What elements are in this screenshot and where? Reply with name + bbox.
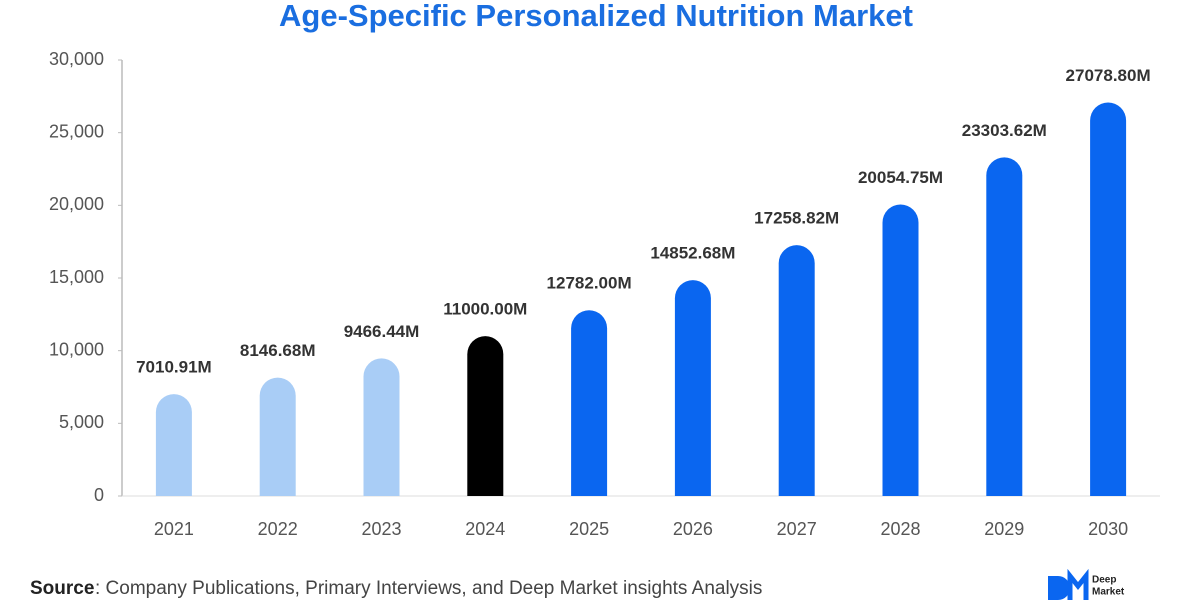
bar bbox=[882, 204, 919, 496]
bar bbox=[155, 394, 192, 496]
logo: Deep Market bbox=[1048, 568, 1125, 600]
data-label: 20054.75M bbox=[858, 168, 943, 187]
data-label: 9466.44M bbox=[344, 322, 420, 341]
source-label: Source bbox=[30, 578, 94, 599]
y-tick-label: 30,000 bbox=[49, 49, 104, 69]
bar bbox=[571, 310, 608, 496]
x-tick-label: 2022 bbox=[258, 519, 298, 539]
x-tick-label: 2029 bbox=[984, 519, 1024, 539]
data-label: 17258.82M bbox=[754, 209, 839, 228]
data-label: 23303.62M bbox=[962, 121, 1047, 140]
data-label: 27078.80M bbox=[1066, 66, 1151, 85]
data-label: 8146.68M bbox=[240, 341, 316, 360]
bar bbox=[674, 280, 711, 496]
x-tick-label: 2021 bbox=[154, 519, 194, 539]
x-tick-label: 2028 bbox=[880, 519, 920, 539]
bar bbox=[778, 245, 815, 496]
logo-text: Market bbox=[1092, 587, 1125, 598]
y-tick-label: 15,000 bbox=[49, 267, 104, 287]
x-tick-label: 2024 bbox=[465, 519, 505, 539]
bar bbox=[986, 157, 1023, 496]
data-label: 7010.91M bbox=[136, 358, 212, 377]
y-tick-label: 20,000 bbox=[49, 194, 104, 214]
data-label: 12782.00M bbox=[547, 274, 632, 293]
x-tick-label: 2030 bbox=[1088, 519, 1128, 539]
bar bbox=[467, 336, 504, 496]
logo-text: Deep bbox=[1092, 575, 1116, 586]
x-tick-label: 2023 bbox=[361, 519, 401, 539]
y-tick-label: 5,000 bbox=[59, 412, 104, 432]
y-tick-label: 0 bbox=[94, 485, 104, 505]
bar bbox=[1090, 102, 1127, 496]
logo-mark bbox=[1048, 576, 1070, 600]
x-tick-label: 2026 bbox=[673, 519, 713, 539]
bar bbox=[259, 377, 296, 496]
chart-title: Age-Specific Personalized Nutrition Mark… bbox=[279, 0, 913, 33]
y-tick-label: 25,000 bbox=[49, 121, 104, 141]
x-tick-label: 2027 bbox=[777, 519, 817, 539]
y-tick-label: 10,000 bbox=[49, 339, 104, 359]
x-tick-label: 2025 bbox=[569, 519, 609, 539]
source-text: : Company Publications, Primary Intervie… bbox=[95, 578, 762, 599]
data-label: 14852.68M bbox=[650, 244, 735, 263]
bar bbox=[363, 358, 400, 496]
data-label: 11000.00M bbox=[443, 300, 527, 319]
logo-mark bbox=[1067, 568, 1089, 600]
